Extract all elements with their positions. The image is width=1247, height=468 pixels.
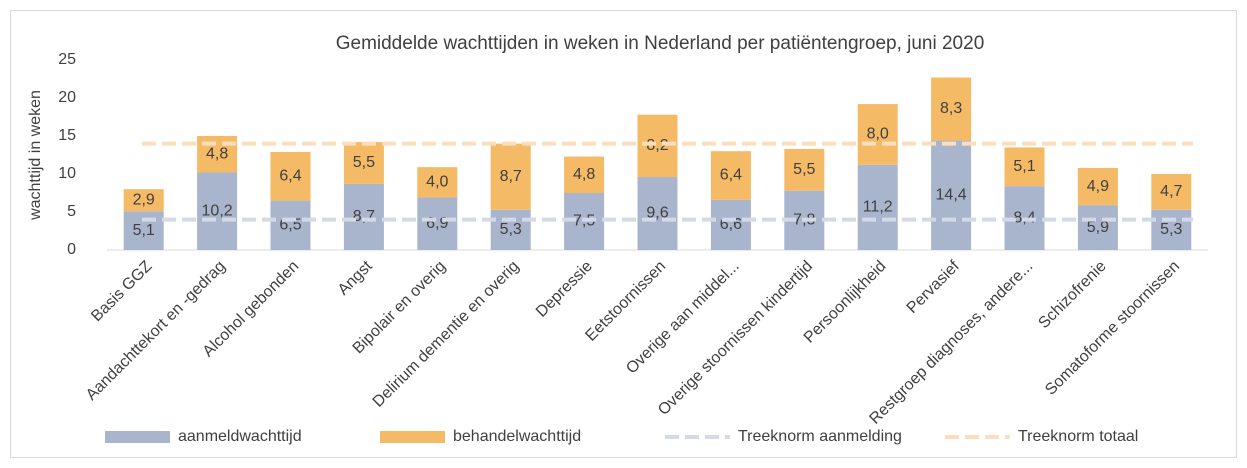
bar-segment bbox=[784, 148, 825, 191]
bar-segment bbox=[637, 177, 678, 250]
bar-segment bbox=[710, 199, 751, 250]
bar-segment bbox=[1077, 167, 1118, 206]
y-tick-label: 5 bbox=[67, 203, 76, 220]
value-label: 8,7 bbox=[353, 208, 375, 225]
value-label: 5,5 bbox=[353, 154, 375, 171]
y-axis-label: wachttijd in weken bbox=[27, 90, 44, 221]
bar-segment bbox=[270, 151, 311, 201]
value-label: 5,3 bbox=[1160, 221, 1182, 238]
value-label: 6,4 bbox=[720, 167, 742, 184]
bar-segment bbox=[343, 142, 384, 184]
value-label: 8,2 bbox=[646, 137, 668, 154]
bar-segment bbox=[637, 114, 678, 178]
value-label: 4,9 bbox=[1087, 178, 1109, 195]
value-label: 8,7 bbox=[500, 168, 522, 185]
y-tick-label: 10 bbox=[58, 165, 76, 182]
bar-segment bbox=[710, 151, 751, 200]
bar-segment bbox=[1151, 174, 1192, 210]
value-label: 11,2 bbox=[863, 199, 893, 216]
bar-segment bbox=[197, 172, 238, 250]
chart-title: Gemiddelde wachttijden in weken in Neder… bbox=[336, 33, 985, 54]
value-label: 5,1 bbox=[133, 222, 155, 239]
value-label: 8,3 bbox=[940, 100, 962, 117]
value-label: 8,0 bbox=[867, 126, 889, 143]
value-label: 2,9 bbox=[133, 191, 155, 208]
value-label: 4,7 bbox=[1160, 183, 1182, 200]
value-label: 5,5 bbox=[793, 161, 815, 178]
bar-segment bbox=[931, 140, 972, 250]
y-tick-label: 0 bbox=[67, 241, 76, 258]
value-label: 4,8 bbox=[573, 166, 595, 183]
y-tick-label: 25 bbox=[58, 51, 76, 68]
legend-swatch bbox=[380, 431, 445, 443]
value-label: 5,3 bbox=[500, 221, 522, 238]
legend-label: aanmeldwachttijd bbox=[178, 428, 302, 445]
bar-segment bbox=[490, 209, 531, 250]
bar-segment bbox=[857, 164, 898, 250]
bar-segment bbox=[931, 77, 972, 141]
y-tick-label: 20 bbox=[58, 89, 76, 106]
value-label: 6,9 bbox=[426, 215, 448, 232]
bar-segment bbox=[857, 104, 898, 165]
bar-segment bbox=[1151, 209, 1192, 250]
value-label: 9,6 bbox=[646, 205, 668, 222]
bar-segment bbox=[417, 167, 458, 198]
bar-segment bbox=[123, 189, 164, 212]
bar-segment bbox=[564, 156, 605, 193]
y-tick-label: 15 bbox=[58, 127, 76, 144]
value-label: 14,4 bbox=[936, 186, 967, 203]
value-label: 5,1 bbox=[1013, 158, 1035, 175]
bar-segment bbox=[343, 183, 384, 250]
bar-segment bbox=[270, 200, 311, 250]
legend-swatch bbox=[105, 431, 170, 443]
bar-segment bbox=[1004, 147, 1045, 187]
bar-segment bbox=[1077, 205, 1118, 250]
value-label: 4,0 bbox=[426, 174, 448, 191]
value-label: 5,9 bbox=[1087, 219, 1109, 236]
bar-segment bbox=[417, 197, 458, 250]
legend-label: behandelwachttijd bbox=[453, 428, 581, 445]
value-label: 10,2 bbox=[202, 202, 233, 219]
value-label: 6,4 bbox=[279, 167, 301, 184]
value-label: 4,8 bbox=[206, 145, 228, 162]
legend-label: Treeknorm aanmelding bbox=[738, 428, 902, 445]
bar-segment bbox=[490, 143, 531, 210]
legend-label: Treeknorm totaal bbox=[1018, 428, 1138, 445]
